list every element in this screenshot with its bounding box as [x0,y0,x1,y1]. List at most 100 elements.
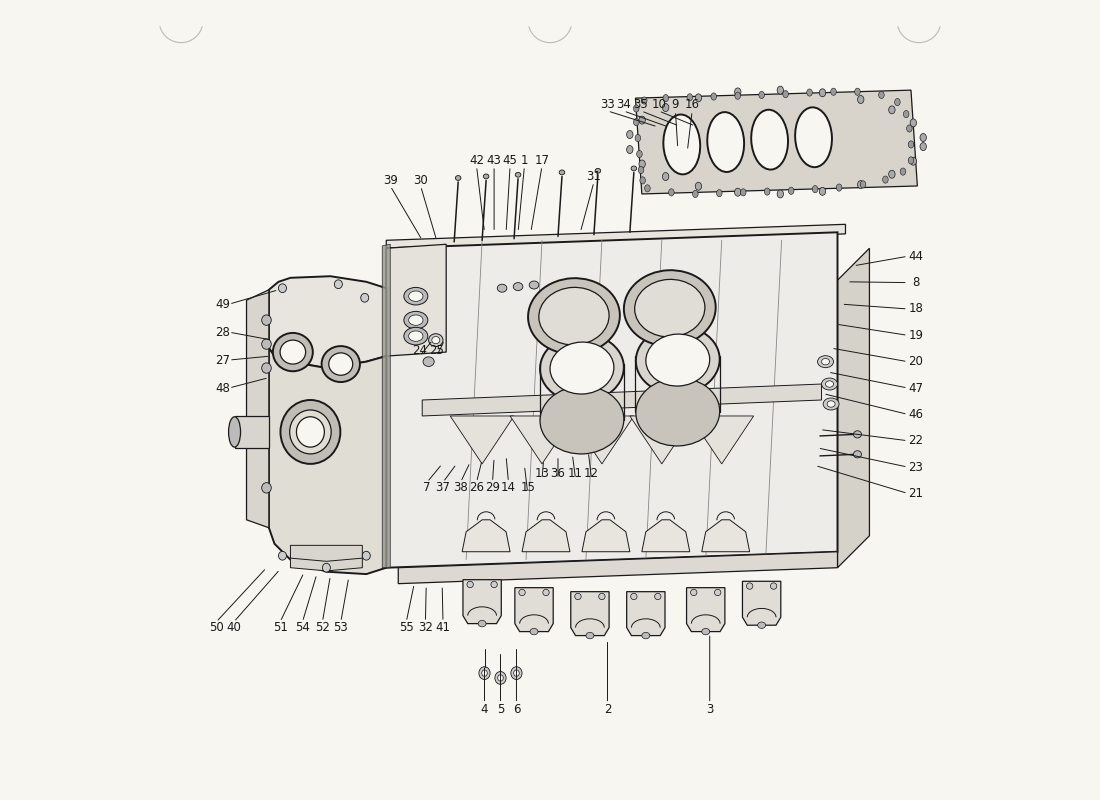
Text: 1: 1 [520,154,528,167]
Text: 8: 8 [912,276,920,289]
Polygon shape [386,244,447,356]
Polygon shape [641,520,690,552]
Polygon shape [702,520,750,552]
Ellipse shape [515,172,521,177]
Ellipse shape [691,590,697,596]
Text: 26: 26 [469,482,484,494]
Ellipse shape [910,158,916,166]
Ellipse shape [636,326,719,394]
Text: 53: 53 [333,621,348,634]
Ellipse shape [404,311,428,329]
Text: 18: 18 [909,302,923,315]
Text: 39: 39 [383,174,398,187]
Ellipse shape [321,346,360,382]
Ellipse shape [514,282,522,290]
Text: 7: 7 [424,482,431,494]
Polygon shape [450,416,514,464]
Ellipse shape [638,166,644,174]
Text: 28: 28 [216,326,230,338]
Polygon shape [386,232,837,568]
Text: 17: 17 [535,154,550,167]
Ellipse shape [858,181,864,189]
Polygon shape [290,546,362,562]
Ellipse shape [575,594,581,600]
Text: 30: 30 [414,174,428,187]
Ellipse shape [482,670,487,676]
Text: 35: 35 [634,98,648,111]
Ellipse shape [262,363,272,374]
Ellipse shape [889,106,895,114]
Ellipse shape [296,417,324,447]
Text: 31: 31 [586,170,602,183]
Text: 23: 23 [909,461,923,474]
Ellipse shape [854,430,861,438]
Ellipse shape [827,401,835,407]
Ellipse shape [455,175,461,180]
Text: 55: 55 [399,621,414,634]
Ellipse shape [906,125,912,132]
Text: 36: 36 [550,467,565,480]
Polygon shape [246,290,268,528]
Ellipse shape [920,142,926,150]
Text: 3: 3 [706,703,714,716]
Ellipse shape [491,582,497,588]
Text: 50: 50 [209,621,223,634]
Ellipse shape [404,327,428,345]
Polygon shape [690,416,754,464]
Ellipse shape [894,98,900,106]
Ellipse shape [740,189,746,196]
Text: 54: 54 [295,621,310,634]
Polygon shape [686,588,725,631]
Ellipse shape [910,119,916,127]
Text: 40: 40 [227,621,241,634]
Ellipse shape [817,356,834,368]
Ellipse shape [528,278,620,354]
Ellipse shape [262,339,272,350]
Ellipse shape [640,177,646,184]
Ellipse shape [751,110,788,170]
Text: 4: 4 [481,703,488,716]
Ellipse shape [229,417,241,447]
Polygon shape [570,416,634,464]
Ellipse shape [715,590,720,596]
Ellipse shape [550,342,614,394]
Polygon shape [571,592,609,635]
Ellipse shape [909,141,914,148]
Text: 33: 33 [601,98,615,111]
Ellipse shape [404,287,428,305]
Ellipse shape [823,398,839,410]
Ellipse shape [540,334,624,402]
Ellipse shape [747,583,752,590]
Ellipse shape [822,378,837,390]
Ellipse shape [408,315,424,326]
Ellipse shape [855,88,860,95]
Ellipse shape [497,284,507,292]
Ellipse shape [758,622,766,629]
Ellipse shape [635,279,705,337]
Ellipse shape [825,381,834,387]
Ellipse shape [688,94,693,101]
Polygon shape [582,520,630,552]
Ellipse shape [280,340,306,364]
Ellipse shape [539,287,609,345]
Ellipse shape [646,334,710,386]
Text: 41: 41 [436,621,451,634]
Ellipse shape [889,170,895,178]
Text: 15: 15 [520,482,535,494]
Ellipse shape [735,188,741,196]
Ellipse shape [669,189,674,196]
Ellipse shape [631,166,637,170]
Text: 47: 47 [909,382,923,394]
Polygon shape [386,224,846,250]
Ellipse shape [424,357,434,366]
Text: 5: 5 [497,703,504,716]
Ellipse shape [663,114,701,174]
Text: 20: 20 [909,355,923,368]
Ellipse shape [777,86,783,94]
Ellipse shape [429,334,443,346]
Text: 21: 21 [909,487,923,500]
Ellipse shape [289,410,331,454]
Ellipse shape [519,590,525,596]
Polygon shape [268,276,386,368]
Ellipse shape [495,671,506,684]
